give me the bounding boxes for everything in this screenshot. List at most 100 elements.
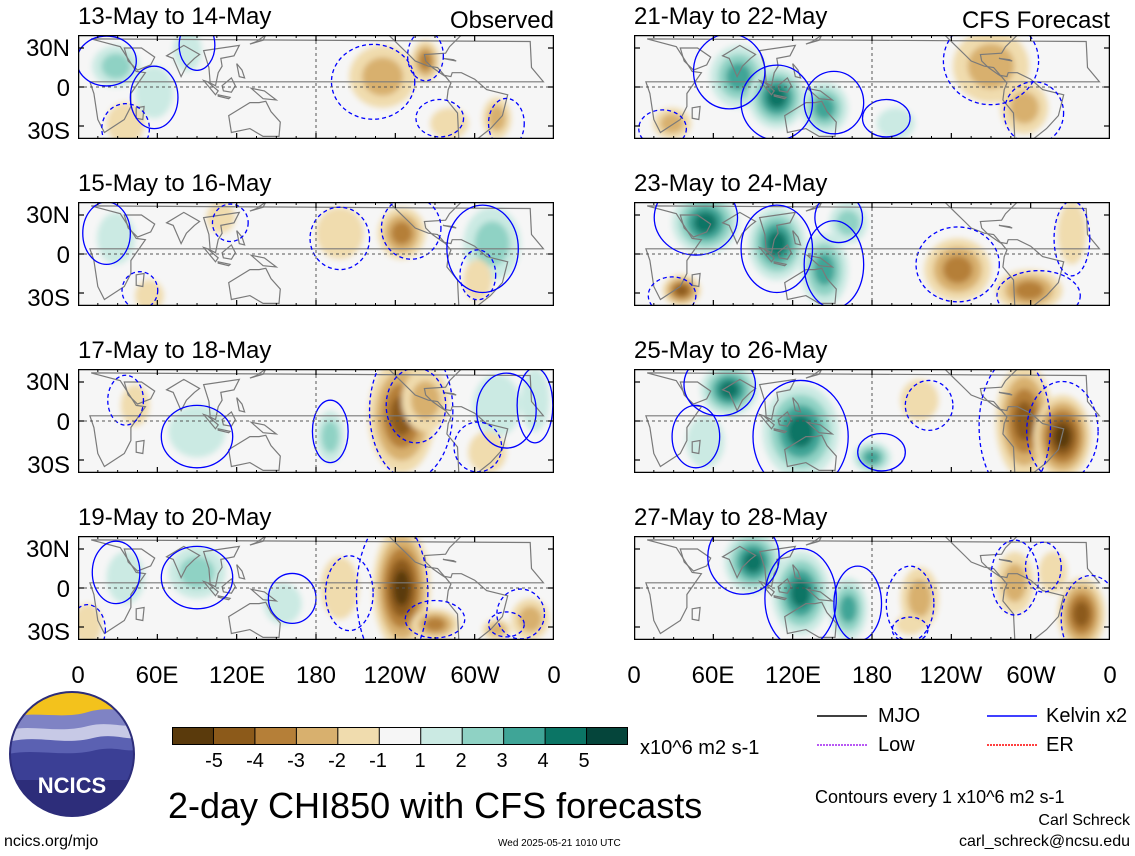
coastline	[758, 211, 797, 254]
colorbar-tick-label: 2	[455, 750, 467, 772]
coastline	[943, 536, 1065, 640]
coastline	[202, 44, 241, 87]
coastline	[757, 246, 776, 263]
coastline	[135, 439, 145, 455]
coastline	[221, 577, 236, 594]
coastline	[201, 246, 220, 263]
coastline	[679, 381, 712, 405]
colorbar-tick-label: 4	[537, 750, 549, 772]
lat-label-30s: 30S	[27, 118, 70, 145]
er-legend-label: ER	[1046, 734, 1074, 756]
coastline	[777, 243, 792, 260]
coastline	[236, 230, 246, 246]
coastline	[201, 580, 220, 597]
colorbar-tick-label: -2	[328, 750, 346, 772]
coastline	[721, 211, 757, 246]
coastline	[217, 595, 232, 601]
colorbar-units: x10^6 m2 s-1	[640, 737, 760, 759]
coastline	[758, 378, 797, 421]
coastline	[792, 230, 802, 246]
anomaly-shade	[173, 35, 202, 72]
coastline	[165, 44, 201, 79]
coastline	[645, 372, 1101, 468]
lon-label-60e: 60E	[691, 662, 735, 689]
anomaly-shade	[766, 86, 787, 109]
map-panel-3	[78, 369, 554, 473]
map-panel-1	[78, 35, 554, 139]
kelvin-contour	[978, 369, 1052, 473]
anomaly-shade	[895, 614, 925, 635]
coastline	[249, 421, 279, 435]
coastline	[387, 202, 509, 306]
coastline	[757, 580, 776, 597]
anomaly-shade	[907, 579, 932, 618]
anomaly-shade	[1009, 91, 1039, 124]
colorbar-tick-label: -5	[205, 750, 223, 772]
coastline	[679, 47, 712, 71]
kelvin-contour	[857, 432, 906, 472]
coastline	[221, 243, 236, 260]
colorbar-swatch	[254, 727, 297, 745]
kelvin-contour	[78, 603, 107, 640]
coastline	[165, 378, 201, 413]
anomaly-shade	[1057, 202, 1087, 265]
anomaly-shade	[424, 617, 446, 632]
lon-label-0-end: 0	[1103, 662, 1117, 689]
colorbar-tick-label: 5	[578, 750, 590, 772]
anomaly-shade	[863, 450, 881, 465]
coastline	[784, 434, 837, 471]
coastline	[236, 397, 246, 413]
colorbar-tick-label: -4	[246, 750, 264, 772]
colorbar-swatch	[545, 727, 588, 745]
lon-label-60w: 60W	[450, 662, 500, 689]
coastline	[165, 211, 201, 246]
coastline	[777, 76, 792, 93]
anomaly-shade	[320, 556, 359, 620]
coastline	[89, 372, 545, 468]
anomaly-shade	[101, 53, 131, 79]
panel-title-3: 17-May to 18-May	[78, 337, 272, 364]
kelvin-contour	[803, 70, 865, 135]
coastline	[221, 410, 236, 427]
anomaly-shade	[393, 570, 410, 606]
coastline	[784, 601, 837, 638]
coastline	[691, 105, 701, 121]
kelvin-contour	[82, 202, 132, 266]
kelvin-contour	[707, 536, 780, 595]
anomaly-shade	[410, 381, 441, 420]
kelvin-contour	[740, 64, 814, 139]
coastline	[805, 202, 823, 212]
kelvin-contour	[487, 611, 525, 638]
coastline	[805, 536, 823, 546]
coastline	[998, 391, 1013, 396]
anomaly-shade	[135, 66, 174, 119]
colorbar-swatch	[503, 727, 546, 745]
anomaly-shade	[106, 102, 145, 139]
coastline	[135, 606, 145, 622]
coastline	[721, 378, 757, 413]
coastline	[943, 369, 1065, 473]
coastline	[792, 564, 802, 580]
kelvin-contour	[647, 276, 697, 306]
anomaly-shade	[78, 603, 102, 640]
lon-label-60w: 60W	[1006, 662, 1056, 689]
coastline	[201, 79, 220, 96]
kelvin-contour	[891, 616, 929, 640]
map-panel-7	[634, 369, 1110, 473]
coastline	[721, 545, 757, 580]
anomaly-shade	[719, 380, 740, 399]
coastline	[249, 87, 279, 101]
anomaly-shade	[674, 284, 689, 296]
kelvin-contour	[740, 204, 814, 294]
anomaly-shade	[1014, 281, 1044, 300]
coastline	[249, 369, 267, 379]
coastline	[792, 397, 802, 413]
coastline	[691, 606, 701, 622]
coastline	[217, 94, 232, 100]
lon-label-120e: 120E	[208, 662, 266, 689]
coastline	[998, 224, 1013, 229]
coastline	[123, 548, 156, 572]
colorbar-swatch	[462, 727, 505, 745]
website: ncics.org/mjo	[4, 833, 99, 850]
kelvin-contour	[653, 202, 739, 256]
